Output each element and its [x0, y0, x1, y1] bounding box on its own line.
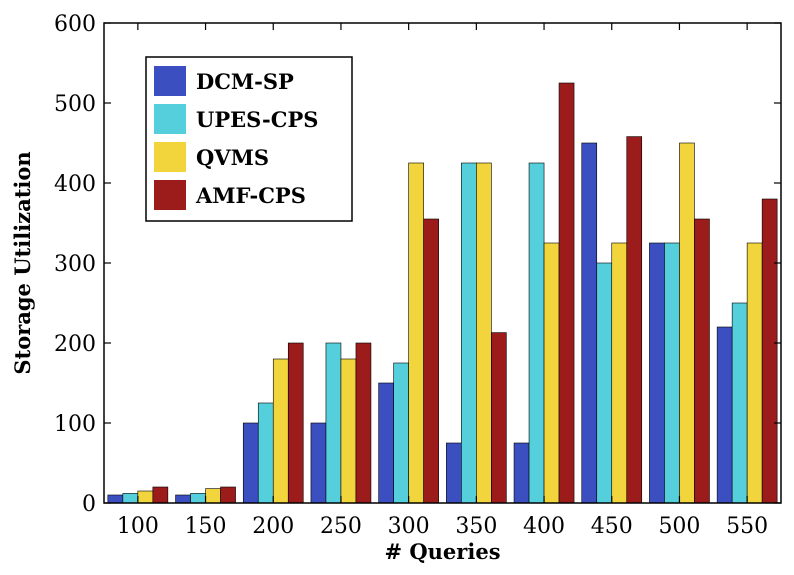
bar-amf-cps-300	[423, 218, 439, 504]
legend-label-qvms: QVMS	[196, 145, 269, 170]
y-axis-title: Storage Utilization	[10, 151, 35, 374]
bar-amf-cps-350	[491, 332, 507, 504]
legend-label-amf-cps: AMF-CPS	[195, 183, 306, 208]
ticks-layer: 0 100 200 300 400 500 600 100 150 200 250 300 350 400…	[54, 12, 781, 539]
x-tick-label-100: 100	[117, 514, 159, 539]
x-tick-label-350: 350	[455, 514, 497, 539]
bar-upes-cps-400	[528, 162, 545, 504]
x-tick-label-250: 250	[320, 514, 362, 539]
bar-dcm-sp-300	[378, 382, 394, 504]
bar-amf-cps-100	[152, 486, 169, 504]
bar-dcm-sp-550	[716, 326, 733, 504]
bar-dcm-sp-100	[107, 494, 124, 504]
y-tick-label-100: 100	[54, 412, 96, 437]
y-tick-label-0: 0	[82, 492, 96, 517]
y-tick-label-400: 400	[54, 172, 96, 197]
bar-upes-cps-100	[122, 493, 139, 504]
legend-item-qvms: QVMS	[154, 142, 269, 172]
bar-qvms-500	[679, 142, 695, 504]
x-tick-label-150: 150	[185, 514, 227, 539]
bar-dcm-sp-500	[649, 242, 665, 504]
y-tick-label-300: 300	[54, 252, 96, 277]
legend-swatch-amf-cps	[154, 180, 186, 210]
bar-qvms-550	[746, 242, 763, 504]
bar-amf-cps-250	[355, 342, 372, 504]
x-tick-label-500: 500	[658, 514, 700, 539]
legend-swatch-dcm-sp	[154, 66, 186, 96]
bar-dcm-sp-450	[581, 142, 598, 504]
bar-dcm-sp-200	[242, 422, 259, 504]
bar-upes-cps-150	[190, 493, 206, 504]
bar-dcm-sp-250	[310, 422, 327, 504]
bar-upes-cps-300	[393, 362, 409, 504]
bar-qvms-300	[408, 162, 424, 504]
legend-swatch-upes-cps	[154, 104, 186, 134]
bar-amf-cps-500	[694, 218, 710, 504]
bar-qvms-200	[272, 358, 289, 504]
x-tick-label-550: 550	[726, 514, 768, 539]
bar-qvms-250	[340, 358, 357, 504]
bars-layer	[107, 82, 778, 504]
bar-dcm-sp-400	[513, 442, 530, 504]
series-qvms	[137, 142, 763, 504]
x-tick-label-200: 200	[252, 514, 294, 539]
legend: DCM-SP UPES-CPS QVMS AMF-CPS	[145, 56, 353, 222]
x-tick-label-400: 400	[523, 514, 565, 539]
legend-label-upes-cps: UPES-CPS	[196, 107, 318, 132]
x-tick-label-300: 300	[388, 514, 430, 539]
x-axis-title: # Queries	[384, 539, 500, 564]
bar-qvms-450	[611, 242, 628, 504]
bar-qvms-100	[137, 490, 154, 504]
x-tick-label-450: 450	[591, 514, 633, 539]
bar-upes-cps-550	[731, 302, 748, 504]
legend-items: DCM-SP UPES-CPS QVMS AMF-CPS	[154, 66, 318, 210]
y-tick-label-600: 600	[54, 12, 96, 37]
bar-upes-cps-500	[664, 242, 680, 504]
legend-item-dcm-sp: DCM-SP	[154, 66, 294, 96]
bar-upes-cps-450	[596, 262, 613, 504]
series-amf-cps	[152, 82, 778, 504]
y-tick-label-200: 200	[54, 332, 96, 357]
bar-amf-cps-550	[761, 198, 778, 504]
legend-label-dcm-sp: DCM-SP	[196, 69, 294, 94]
bar-upes-cps-350	[461, 162, 477, 504]
bar-qvms-400	[543, 242, 560, 504]
bar-amf-cps-200	[287, 342, 304, 504]
bar-dcm-sp-150	[175, 494, 191, 504]
bar-amf-cps-450	[626, 136, 643, 504]
bar-qvms-350	[476, 162, 492, 504]
legend-item-upes-cps: UPES-CPS	[154, 104, 318, 134]
bar-amf-cps-400	[558, 82, 575, 504]
bar-upes-cps-200	[257, 402, 274, 504]
series-dcm-sp	[107, 142, 733, 504]
bar-qvms-150	[205, 488, 221, 504]
bar-amf-cps-150	[220, 486, 236, 504]
y-tick-label-500: 500	[54, 92, 96, 117]
bar-upes-cps-250	[325, 342, 342, 504]
legend-swatch-qvms	[154, 142, 186, 172]
bar-dcm-sp-350	[446, 442, 462, 504]
legend-item-amf-cps: AMF-CPS	[154, 180, 306, 210]
